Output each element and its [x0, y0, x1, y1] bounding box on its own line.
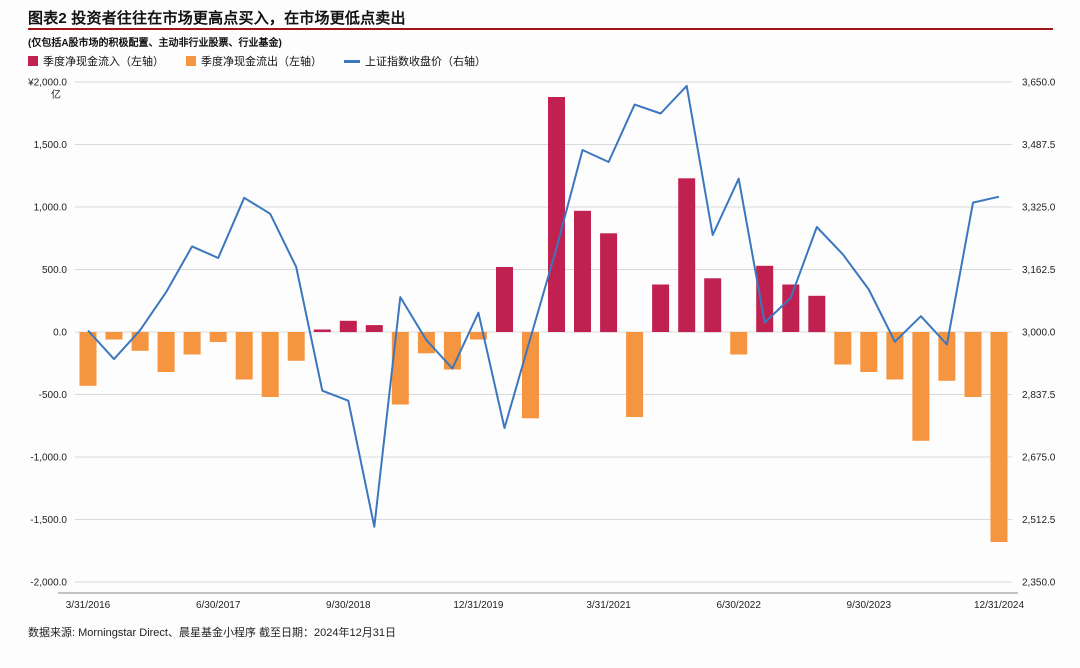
right-axis-tick: 3,487.5: [1022, 140, 1056, 151]
outflow-bar: [261, 332, 279, 397]
right-axis-tick: 3,000.0: [1022, 328, 1056, 339]
outflow-bar: [131, 332, 149, 351]
outflow-bar: [209, 332, 227, 342]
legend-label-inflow: 季度净现金流入（左轴）: [43, 56, 164, 68]
outflow-bar: [235, 332, 253, 380]
left-axis-tick: 500.0: [42, 265, 67, 276]
inflow-bar: [496, 267, 513, 332]
right-axis-tick: 3,325.0: [1022, 203, 1056, 214]
left-axis-tick: -1,000.0: [30, 453, 67, 464]
inflow-bar: [600, 233, 618, 333]
left-axis-tick: ¥2,000.0: [27, 78, 67, 89]
index-line: [87, 84, 1000, 528]
left-axis-tick: -500.0: [39, 390, 68, 401]
chart-title: 图表2 投资者往往在市场更高点买入，在市场更低点卖出: [28, 10, 406, 27]
inflow-bar: [808, 295, 826, 333]
outflow-bar: [469, 332, 487, 340]
left-axis-tick: 0.0: [53, 328, 67, 339]
legend-item: 季度净现金流入（左轴）: [28, 53, 164, 69]
x-axis-tick: 6/30/2017: [196, 600, 241, 611]
title-rule: [28, 28, 1053, 30]
right-axis-tick: 2,350.0: [1022, 578, 1056, 589]
x-axis-tick: 12/31/2019: [453, 600, 503, 611]
left-axis-tick: -2,000.0: [30, 578, 67, 589]
source-note: 数据来源: Morningstar Direct、晨星基金小程序 截至日期：20…: [28, 627, 396, 639]
left-axis-tick: 1,000.0: [34, 203, 68, 214]
x-axis-tick: 6/30/2022: [716, 600, 761, 611]
outflow-swatch-icon: [186, 56, 196, 66]
inflow-bar: [678, 178, 696, 333]
left-axis-tick: -1,500.0: [30, 515, 67, 526]
outflow-bar: [626, 332, 644, 417]
x-axis-tick: 12/31/2024: [974, 600, 1024, 611]
outflow-bar: [417, 332, 435, 354]
legend-label-outflow: 季度净现金流出（左轴）: [201, 56, 322, 68]
outflow-bar: [860, 332, 878, 372]
inflow-bar: [365, 325, 383, 332]
right-axis-tick: 2,837.5: [1022, 390, 1056, 401]
outflow-bar: [79, 332, 97, 386]
inflow-bar: [652, 284, 670, 332]
legend-item: 季度净现金流出（左轴）: [186, 53, 322, 69]
outflow-bar: [183, 332, 201, 355]
x-axis-tick: 3/31/2016: [66, 600, 111, 611]
x-axis-tick: 9/30/2018: [326, 600, 371, 611]
right-axis-tick: 2,675.0: [1022, 453, 1056, 464]
inflow-swatch-icon: [28, 56, 38, 66]
outflow-bar: [990, 332, 1008, 542]
outflow-bar: [287, 332, 305, 361]
inflow-bar: [548, 97, 565, 332]
left-axis-tick: 1,500.0: [34, 140, 68, 151]
outflow-bar: [938, 332, 956, 381]
outflow-bar: [522, 332, 539, 419]
inflow-bar: [339, 320, 357, 333]
legend: 季度净现金流入（左轴） 季度净现金流出（左轴） 上证指数收盘价（右轴）: [28, 53, 486, 69]
right-axis-tick: 2,512.5: [1022, 515, 1056, 526]
inflow-bar: [756, 265, 774, 333]
chart-canvas: ¥2,000.0 3,650.0 1,500.0 3,487.5 1,000.0 3,32…: [27, 78, 1056, 612]
x-axis-tick: 3/31/2021: [586, 600, 631, 611]
legend-item: 上证指数收盘价（右轴）: [344, 53, 486, 69]
outflow-bar: [391, 332, 409, 405]
outflow-bar: [730, 332, 748, 355]
outflow-bar: [912, 332, 930, 441]
outflow-bar: [105, 332, 123, 340]
right-axis-tick: 3,162.5: [1022, 265, 1056, 276]
outflow-bar: [964, 332, 982, 397]
legend-label-index: 上证指数收盘价（右轴）: [365, 56, 486, 68]
inflow-bar: [574, 210, 591, 333]
right-axis-tick: 3,650.0: [1022, 78, 1056, 89]
inflow-bar: [782, 284, 800, 332]
outflow-bar: [443, 332, 461, 370]
index-line-swatch-icon: [344, 59, 360, 63]
x-axis-tick: 9/30/2023: [847, 600, 892, 611]
left-axis-unit: 亿: [51, 88, 61, 101]
outflow-bar: [834, 332, 852, 365]
outflow-bar: [157, 332, 175, 372]
inflow-bar: [313, 329, 331, 332]
inflow-bar: [704, 278, 722, 333]
outflow-bar: [886, 332, 904, 380]
chart-subtitle: (仅包括A股市场的积极配置、主动非行业股票、行业基金): [28, 38, 282, 49]
